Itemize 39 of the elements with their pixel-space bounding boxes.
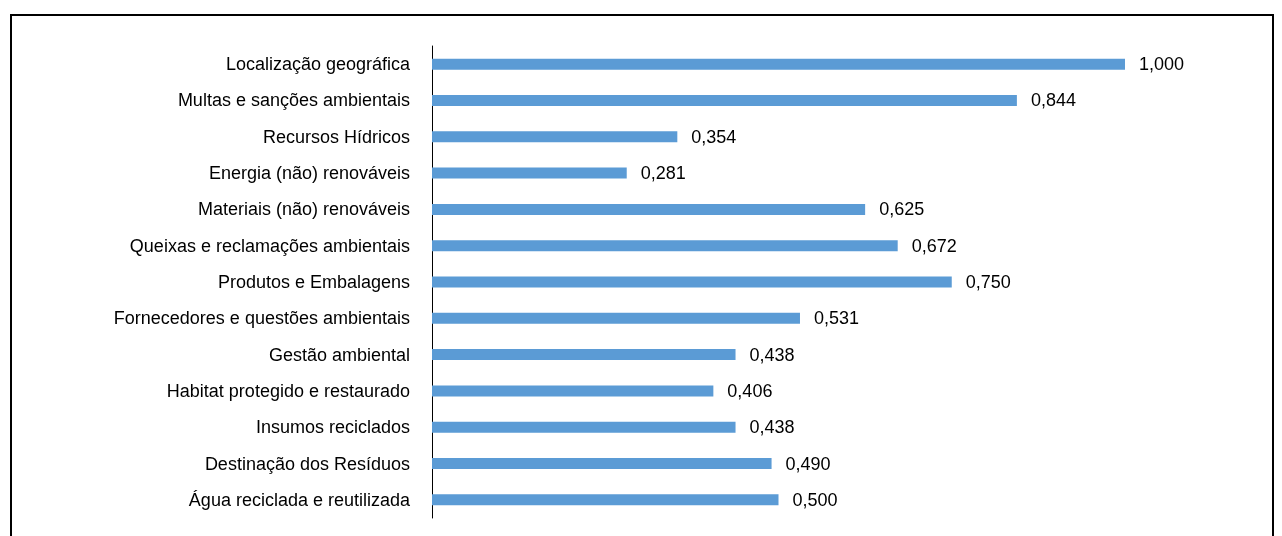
data-label: 1,000: [1139, 54, 1185, 75]
data-label: 0,438: [749, 344, 795, 365]
data-label: 0,844: [1030, 90, 1076, 111]
data-label: 0,354: [691, 126, 737, 147]
y-tick-label: Água reciclada e reutilizada: [188, 489, 411, 510]
y-tick-label: Materiais (não) renováveis: [197, 199, 410, 220]
data-label: 0,438: [749, 417, 795, 438]
bar: [432, 421, 736, 433]
data-label: 0,625: [879, 199, 925, 220]
bar: [432, 94, 1017, 106]
data-label: 0,531: [813, 308, 860, 329]
bar: [432, 203, 866, 215]
bar: [432, 349, 736, 361]
bar: [432, 494, 779, 506]
y-tick-label: Fornecedores e questões ambientais: [113, 308, 410, 329]
bar: [432, 276, 952, 288]
data-label: 0,490: [785, 453, 831, 474]
y-tick-label: Insumos reciclados: [255, 417, 410, 438]
bar: [432, 167, 627, 179]
bar: [432, 240, 898, 252]
bar: [432, 58, 1125, 70]
bar: [432, 131, 678, 143]
data-label: 0,281: [640, 163, 686, 184]
y-tick-label: Multas e sanções ambientais: [177, 90, 410, 111]
y-tick-label: Gestão ambiental: [268, 344, 410, 365]
y-tick-label: Queixas e reclamações ambientais: [129, 235, 410, 256]
bar: [432, 385, 714, 397]
bar: [432, 458, 772, 470]
y-tick-label: Habitat protegido e restaurado: [166, 380, 410, 401]
data-label: 0,672: [911, 235, 957, 256]
y-tick-label: Energia (não) renováveis: [208, 163, 410, 184]
y-tick-label: Recursos Hídricos: [262, 126, 410, 147]
data-label: 0,750: [965, 272, 1011, 292]
y-tick-label: Localização geográfica: [225, 54, 411, 75]
y-tick-label: Destinação dos Resíduos: [204, 453, 410, 474]
y-tick-label: Produtos e Embalagens: [217, 272, 410, 292]
data-label: 0,500: [792, 489, 838, 510]
data-label: 0,406: [727, 380, 773, 401]
bar: [432, 312, 800, 324]
